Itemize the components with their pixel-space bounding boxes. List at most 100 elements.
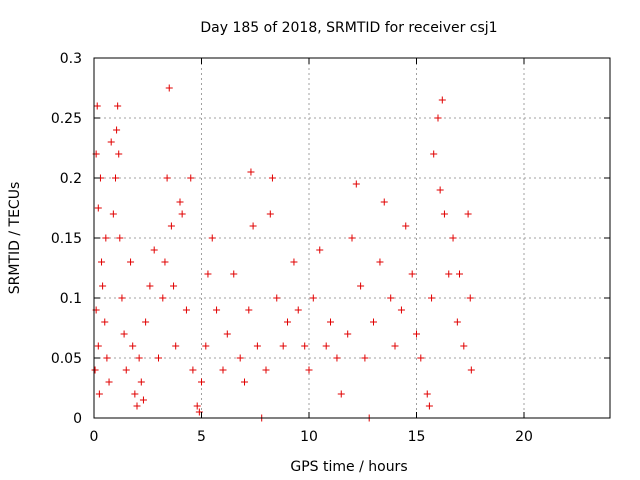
data-point [408,270,416,278]
y-tick-label: 0 [73,411,82,427]
data-point [219,366,227,374]
data-point [247,168,255,176]
data-point [370,318,377,326]
data-point [202,342,210,350]
data-point [245,306,253,314]
data-point [139,396,147,404]
data-point [176,198,184,206]
chart-title: Day 185 of 2018, SRMTID for receiver csj… [200,20,497,36]
x-tick-label: 15 [408,429,426,445]
data-point [249,222,257,230]
data-point [155,354,162,362]
data-point [438,96,446,104]
data-point [466,294,474,302]
data-point [172,342,180,350]
data-point [236,354,244,362]
data-point [453,318,461,326]
data-point [241,378,248,386]
data-point [279,342,287,350]
x-tick-label: 20 [515,429,533,445]
data-point [93,102,101,110]
data-point [112,174,119,182]
data-point [322,342,330,350]
data-point [440,210,448,218]
data-point [449,234,457,242]
data-point [101,318,109,326]
data-point [98,258,106,266]
data-point [337,390,345,398]
data-point [344,330,352,338]
data-point [352,180,360,188]
data-point [387,294,395,302]
data-point [262,366,270,374]
y-tick-label: 0.3 [60,51,82,67]
y-tick-label: 0.15 [51,231,82,247]
data-point [391,342,399,350]
data-point [142,318,150,326]
data-point [456,270,463,278]
data-point [380,198,388,206]
data-point [253,342,261,350]
data-point [460,342,468,350]
data-point [316,246,324,254]
data-point [397,306,405,314]
data-point [122,366,130,374]
data-point [114,102,122,110]
data-point [105,378,113,386]
data-point [118,294,126,302]
data-point [107,138,115,146]
data-point [284,318,291,326]
data-point [91,366,99,374]
data-point [99,282,107,290]
y-tick-label: 0.25 [51,111,82,127]
data-point [165,84,173,92]
data-point [187,174,195,182]
data-point [348,234,356,242]
data-point [402,222,410,230]
data-point [273,294,281,302]
data-point [129,342,137,350]
data-point [94,342,102,350]
data-point [301,342,309,350]
data-point [305,366,313,374]
data-point [464,210,472,218]
data-point [436,186,444,194]
data-point [467,366,475,374]
data-point [445,270,453,278]
data-point [115,150,123,158]
data-point [357,282,365,290]
y-tick-label: 0.1 [60,291,82,307]
data-point [159,294,167,302]
data-point [208,234,216,242]
data-point [102,234,110,242]
data-point [223,330,231,338]
data-point [163,174,171,182]
data-point [137,378,145,386]
data-point [182,306,190,314]
data-point [170,282,178,290]
data-point [167,222,175,230]
data-point [127,258,135,266]
data-point [430,150,438,158]
data-point [178,210,186,218]
data-point [413,330,420,338]
data-point [417,354,425,362]
data-point [425,402,433,410]
data-point [113,126,121,134]
data-point [133,402,141,410]
data-point [230,270,238,278]
x-tick-label: 10 [300,429,318,445]
y-tick-label: 0.05 [51,351,82,367]
data-point [423,390,431,398]
tick-labels: 0 5 10 15 20 0 0.05 0.1 0.15 0.2 0.25 0.3 [51,51,533,445]
data-point [94,204,102,212]
data-point [333,354,341,362]
data-point [294,306,302,314]
data-point [109,210,117,218]
x-tick-label: 0 [90,429,99,445]
data-point [434,114,442,122]
data-point [150,246,158,254]
data-point [189,366,197,374]
